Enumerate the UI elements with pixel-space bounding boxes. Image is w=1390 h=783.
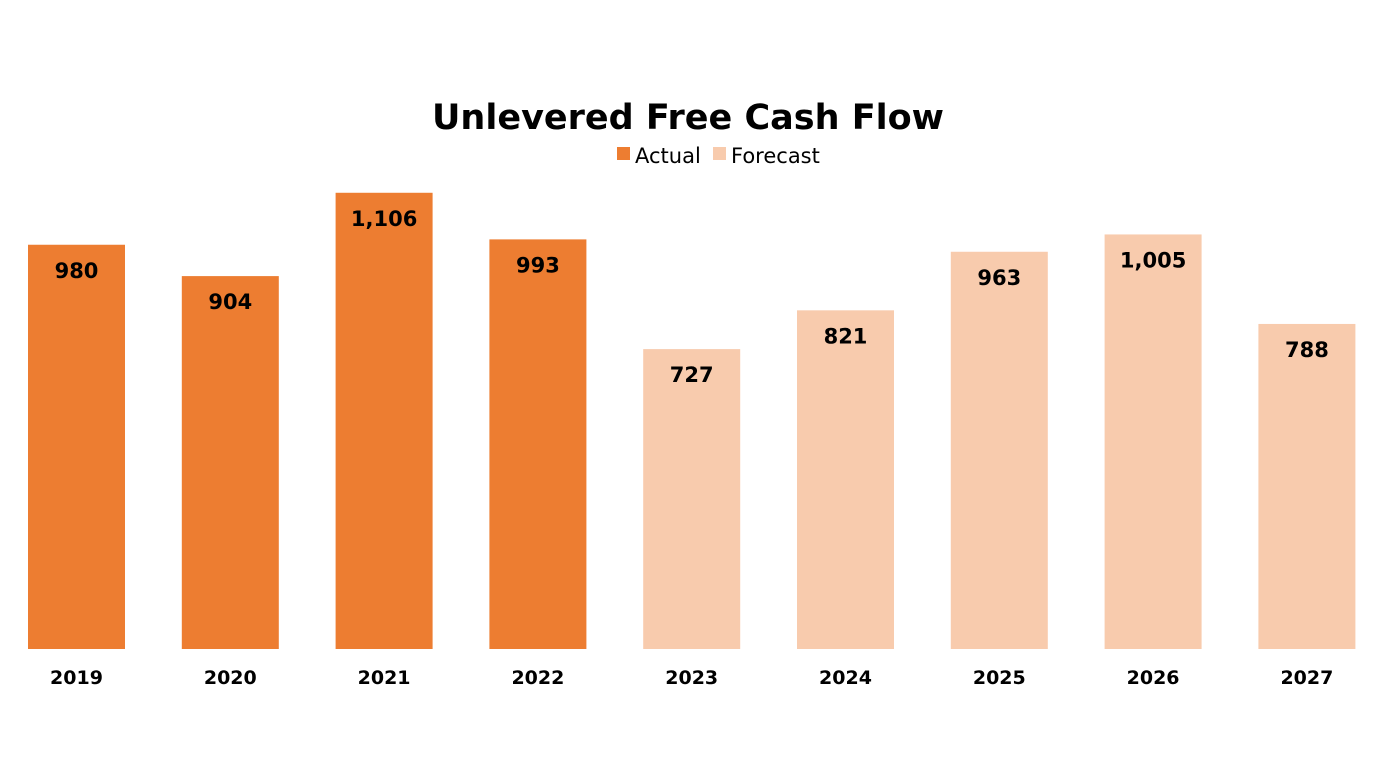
bar-2021 — [335, 192, 433, 649]
data-label-2020: 904 — [208, 290, 252, 314]
x-tick-2025: 2025 — [973, 667, 1026, 689]
x-tick-2024: 2024 — [819, 667, 872, 689]
chart-title: Unlevered Free Cash Flow — [432, 98, 944, 138]
data-label-2023: 727 — [670, 363, 714, 387]
x-tick-2022: 2022 — [511, 667, 564, 689]
bar-2023 — [643, 349, 741, 649]
legend-swatch-forecast — [713, 147, 726, 160]
bar-2027 — [1258, 323, 1356, 649]
data-label-2025: 963 — [977, 266, 1021, 290]
bar-2025 — [950, 251, 1048, 649]
x-tick-2019: 2019 — [50, 667, 103, 689]
bar-2024 — [797, 310, 894, 649]
x-tick-2021: 2021 — [358, 667, 411, 689]
x-tick-2027: 2027 — [1280, 667, 1333, 689]
data-label-2021: 1,106 — [351, 207, 417, 231]
legend-label-actual: Actual — [635, 144, 701, 168]
data-label-2026: 1,005 — [1120, 248, 1186, 272]
bar-2020 — [181, 276, 279, 649]
bar-2026 — [1104, 234, 1202, 649]
legend-label-forecast: Forecast — [731, 144, 820, 168]
bar-2019 — [28, 244, 125, 649]
data-label-2019: 980 — [55, 259, 99, 283]
data-label-2022: 993 — [516, 253, 560, 277]
x-tick-2026: 2026 — [1127, 667, 1180, 689]
data-label-2024: 821 — [824, 324, 868, 348]
legend-swatch-actual — [617, 147, 630, 160]
x-tick-2020: 2020 — [204, 667, 257, 689]
legend: Actual Forecast — [617, 144, 820, 168]
bar-2022 — [489, 239, 587, 649]
x-tick-2023: 2023 — [665, 667, 718, 689]
data-label-2027: 788 — [1285, 338, 1329, 362]
